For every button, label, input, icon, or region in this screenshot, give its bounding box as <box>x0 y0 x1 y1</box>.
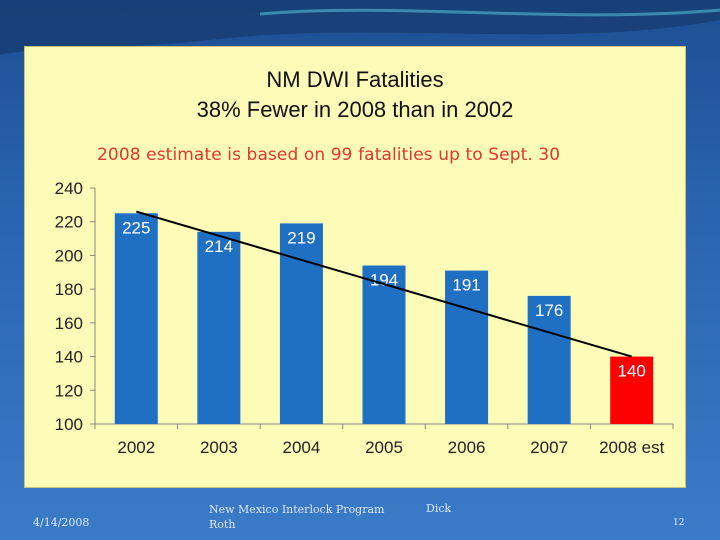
footer-date: 4/14/2008 <box>33 516 90 529</box>
bar <box>114 213 158 424</box>
bar <box>197 231 241 424</box>
y-tick-label: 160 <box>55 314 83 333</box>
data-label: 176 <box>535 301 563 320</box>
y-tick-label: 240 <box>55 179 83 198</box>
x-tick-label: 2004 <box>283 438 321 457</box>
bar <box>610 356 654 424</box>
x-tick-label: 2005 <box>365 438 403 457</box>
y-tick-label: 220 <box>55 213 83 232</box>
data-label: 225 <box>122 218 150 237</box>
y-tick-label: 200 <box>55 246 83 265</box>
data-label: 140 <box>618 362 646 381</box>
data-label: 191 <box>452 276 480 295</box>
bar <box>527 295 571 424</box>
y-tick-label: 140 <box>55 348 83 367</box>
page-number: 12 <box>673 518 685 528</box>
y-tick-label: 120 <box>55 381 83 400</box>
x-tick-label: 2002 <box>117 438 155 457</box>
bar <box>279 223 323 424</box>
header-swoosh-decoration <box>0 0 720 55</box>
chart-panel: NM DWI Fatalities 38% Fewer in 2008 than… <box>24 46 686 488</box>
footer-author-last: Roth <box>209 518 236 531</box>
x-tick-label: 2007 <box>530 438 568 457</box>
x-tick-label: 2008 est <box>599 438 664 457</box>
bar <box>362 265 406 424</box>
chart-title-line1: NM DWI Fatalities <box>266 67 444 92</box>
chart-title-line2: 38% Fewer in 2008 than in 2002 <box>196 97 514 122</box>
footer-author-first: Dick <box>426 502 452 515</box>
footer-program-name: New Mexico Interlock Program <box>209 503 385 516</box>
data-label: 219 <box>287 228 315 247</box>
x-tick-label: 2003 <box>200 438 238 457</box>
y-tick-label: 100 <box>55 415 83 434</box>
data-label: 214 <box>205 237 233 256</box>
data-label: 194 <box>370 271 398 290</box>
bar <box>445 270 489 424</box>
footer-program: New Mexico Interlock Program Roth <box>209 502 399 532</box>
chart-subtitle: 2008 estimate is based on 99 fatalities … <box>97 145 561 165</box>
y-tick-label: 180 <box>55 280 83 299</box>
trendline <box>136 210 632 358</box>
bar-chart: 100 120 140 160 180 200 220 240 2002 225 2003 214 20… <box>55 179 674 457</box>
x-tick-label: 2006 <box>448 438 486 457</box>
